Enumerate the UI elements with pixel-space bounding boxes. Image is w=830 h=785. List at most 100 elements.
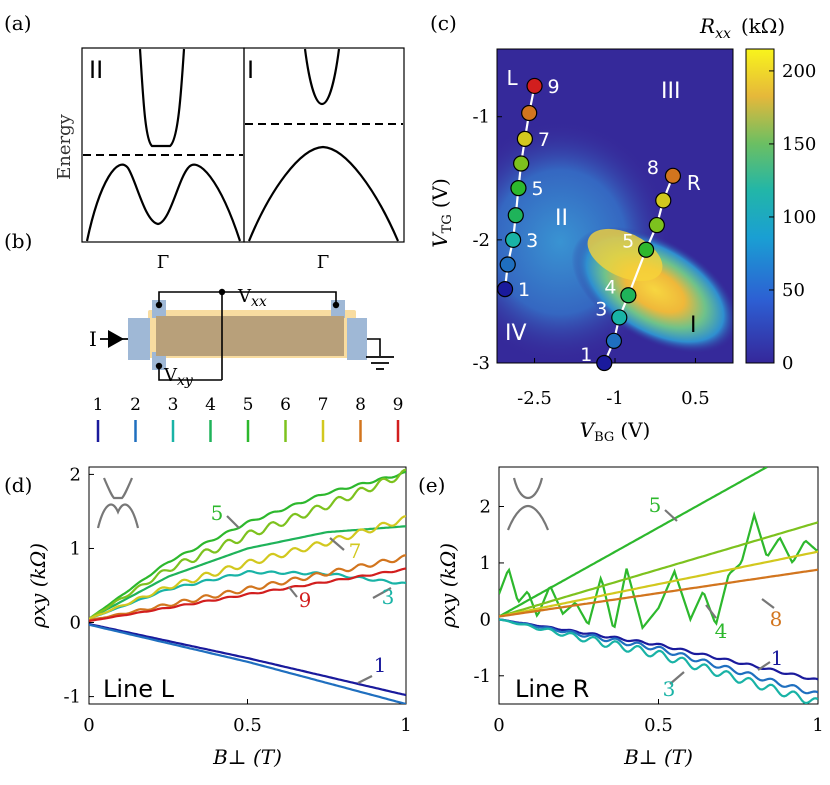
series-line-3 — [499, 618, 818, 704]
gamma-label-left: Γ — [157, 252, 170, 273]
colorbar-tick-label: 200 — [782, 61, 816, 82]
series-line-6 — [499, 521, 818, 618]
colorbar-title: Rxx (kΩ) — [699, 14, 785, 42]
colorbar-tick-label: 50 — [782, 280, 805, 301]
legend-index-label: 8 — [355, 395, 366, 415]
gate-point-L-4 — [507, 207, 524, 224]
drain-contact — [347, 318, 367, 360]
line-R-name: R — [687, 171, 701, 195]
rho-xy-axis-label: ρxy (kΩ) — [436, 543, 460, 629]
y-tick-label: -2 — [472, 230, 490, 251]
y-tick-label: -3 — [472, 353, 490, 374]
y-tick-label: 1 — [480, 553, 491, 574]
series-line-4 — [89, 525, 406, 620]
gate-point-R-4 — [620, 287, 637, 304]
annotation-leader — [664, 509, 678, 522]
annotation-leader — [372, 587, 392, 599]
series-line-7 — [499, 550, 818, 618]
vxx-wire — [158, 291, 337, 305]
gate-point-R-1 — [596, 354, 613, 372]
vxx-node-left — [155, 301, 163, 309]
series-line-9 — [89, 567, 406, 623]
annotation-leader — [357, 675, 373, 684]
series-line-5 — [499, 467, 768, 618]
device-schematic: Vxx Vxy I — [89, 286, 394, 389]
gate-point-R-7 — [655, 192, 672, 209]
y-tick-label: 1 — [70, 538, 81, 559]
gate-point-L-2 — [499, 256, 516, 273]
plot-title: Line R — [515, 675, 589, 703]
gate-point-L-8 — [521, 104, 538, 122]
vxy-node-bottom — [155, 362, 163, 370]
line-L-point-label: 5 — [531, 178, 543, 200]
line-L-point-label: 7 — [538, 129, 550, 151]
band-inset-icon — [102, 477, 134, 500]
y-tick-label: 2 — [70, 464, 81, 485]
line-R-point-label: 5 — [622, 231, 634, 253]
x-tick-label: 0.5 — [233, 715, 262, 736]
y-tick-label: -1 — [472, 107, 490, 128]
line-L-point-label: 1 — [518, 279, 530, 301]
series-line-8 — [499, 568, 818, 618]
y-tick-label: 0 — [70, 613, 81, 634]
device-channel — [156, 316, 344, 356]
annotation-leader — [757, 661, 771, 671]
vxy-label: Vxy — [163, 365, 194, 389]
x-tick-label: 0.5 — [644, 715, 673, 736]
vtg-axis-label: VTG(V) — [428, 178, 455, 248]
line-color-legend: 1 2 3 4 5 6 7 8 9 — [93, 395, 403, 442]
gate-point-R-5 — [638, 241, 655, 258]
series-line-3 — [89, 569, 406, 620]
band-inset-icon-lower — [506, 504, 550, 531]
series-line-8 — [89, 554, 406, 622]
x-tick-label: 1 — [400, 715, 411, 736]
valence-band-I — [247, 145, 400, 242]
line-L-name: L — [507, 66, 519, 90]
legend-index-label: 1 — [93, 395, 104, 415]
gate-point-L-9 — [526, 77, 543, 95]
heatmap-peak — [587, 228, 663, 282]
current-label: I — [89, 327, 97, 351]
annotation-label-5: 5 — [211, 501, 224, 525]
series-group — [89, 468, 406, 704]
band-inset-icon-lower — [96, 503, 140, 529]
conduction-band-II — [138, 48, 186, 148]
band-box-right — [243, 47, 405, 243]
gate-point-L-5 — [510, 180, 527, 197]
band-diagram-region-I: I Γ — [243, 47, 405, 273]
gate-point-L-3 — [504, 231, 522, 248]
x-tick-label: 0 — [493, 715, 504, 736]
rho-xy-axis-label: ρxy (kΩ) — [26, 543, 50, 629]
legend-index-label: 5 — [243, 395, 254, 415]
gate-point-L-6 — [513, 155, 530, 172]
energy-axis-label: Energy — [54, 113, 75, 180]
band-region-I-label: I — [247, 56, 254, 84]
annotation-label-8: 8 — [770, 607, 783, 631]
line-L-point-label: 9 — [548, 76, 560, 98]
colorbar-ticks: 200 150 100 50 0 — [769, 61, 816, 374]
series-line-2 — [499, 618, 818, 695]
rxx-colorbar: 200 150 100 50 0 Rxx (kΩ) — [699, 14, 816, 374]
vxy-wire — [158, 366, 222, 381]
x-tick-label: -1 — [606, 388, 624, 409]
annotation-leader — [226, 515, 240, 529]
annotation-label-3: 3 — [663, 677, 676, 701]
valence-band-II — [85, 163, 242, 242]
legend-index-label: 3 — [168, 395, 179, 415]
line-R-point-label: 8 — [647, 157, 659, 179]
gate-point-R-8 — [664, 167, 682, 184]
annotation-label-5: 5 — [649, 493, 662, 517]
y-tick-label: -1 — [63, 687, 81, 708]
panel-label-a: (a) — [4, 11, 32, 35]
region-III-label: III — [661, 79, 680, 104]
y-tick-label: 2 — [480, 497, 491, 518]
band-diagram-region-II: II Γ — [81, 47, 245, 273]
series-line-2 — [89, 623, 406, 704]
colorbar-tick-label: 150 — [782, 134, 816, 155]
gate-point-R-3 — [611, 309, 628, 326]
plot-title: Line L — [103, 675, 175, 703]
